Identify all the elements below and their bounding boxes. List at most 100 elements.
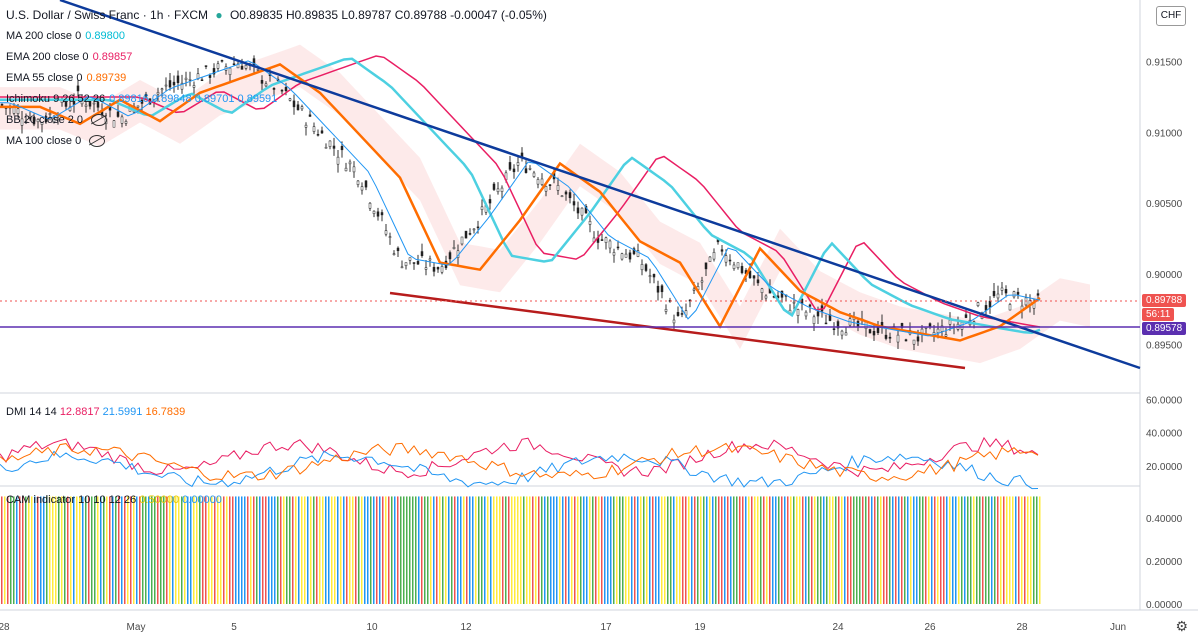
candle-body [136,105,140,108]
main-price-pane[interactable] [0,0,1141,370]
cam-bar [790,496,792,604]
hidden-eye-icon[interactable] [89,135,106,148]
indicator-row[interactable]: MA 100 close 0 [6,135,109,148]
cam-bar [940,496,942,604]
candle-body [992,291,996,297]
symbol-title[interactable]: U.S. Dollar / Swiss Franc · 1h · FXCM [6,8,209,22]
candle-body [492,183,496,190]
time-tick-label: 5 [231,622,237,633]
candle-body [728,259,732,262]
cam-pane[interactable] [1,496,1041,604]
cam-bar [58,496,60,604]
candle-body [612,252,616,256]
cam-bar [820,496,822,604]
candle-body [752,275,756,279]
cam-bar [79,496,81,604]
candle-body [12,107,16,114]
indicator-row[interactable]: EMA 200 close 0 0.89857 [6,51,136,63]
candle-body [64,101,68,107]
cam-bar [874,496,876,604]
currency-badge[interactable]: CHF [1156,6,1186,26]
cam-bar [787,496,789,604]
candle-body [836,321,840,329]
cam-bar [853,496,855,604]
candle-body [220,60,224,62]
cam-value-2: 0.00000 [182,494,222,506]
cam-bar [682,496,684,604]
candle-body [976,302,980,306]
cam-bar [757,496,759,604]
candle-body [216,63,220,69]
indicator-row[interactable]: EMA 55 close 0 0.89739 [6,72,130,84]
cam-bar [970,496,972,604]
cam-bar [97,496,99,604]
candle-body [124,121,128,124]
cam-bar [298,496,300,604]
cam-bar [238,496,240,604]
candle-body [884,334,888,339]
candle-body [732,264,736,269]
price-axis[interactable]: 0.91500 0.91000 0.90500 0.90000 0.89500 60.00… [1146,58,1183,611]
cam-bar [547,496,549,604]
dmi-pane[interactable] [0,436,1039,490]
settings-gear-icon[interactable]: ⚙ [1175,618,1188,634]
candle-body [352,166,356,173]
candle-body [56,117,60,120]
candle-body [724,255,728,263]
candle-body [452,246,456,249]
time-tick-label: 19 [694,622,706,633]
cam-bar [1033,496,1035,604]
indicator-row[interactable]: Ichimoku 9 26 52 26 0.89816 0.89848 0.897… [6,93,281,105]
cam-bar [199,496,201,604]
cam-bar [481,496,483,604]
candle-body [312,126,316,132]
cam-bar [283,496,285,604]
cam-bar [502,496,504,604]
cam-bar [598,496,600,604]
cam-bar [1036,496,1038,604]
cam-bar [691,496,693,604]
candle-body [348,161,352,165]
cam-bar [337,496,339,604]
candle-body [164,84,168,87]
candle-body [120,116,124,124]
indicator-label: EMA 55 close 0 [6,72,83,84]
cam-bar [523,496,525,604]
cam-bar [508,496,510,604]
candle-body [260,79,264,84]
cam-bar [880,496,882,604]
candle-body [328,140,332,147]
indicator-row[interactable]: BB 20 close 2 0 [6,114,111,127]
time-axis[interactable]: 28 May 5 10 12 17 19 24 26 28 Jun [0,622,1126,633]
candle-body [524,168,528,173]
candle-body [40,122,44,125]
cam-bar [67,496,69,604]
cam-bar [445,496,447,604]
indicator-row[interactable]: MA 200 close 0 0.89800 [6,30,129,42]
cam-bar [673,496,675,604]
cam-bar [715,496,717,604]
candle-body [648,275,652,278]
candle-body [916,336,920,342]
candle-body [656,285,660,293]
cam-bar [184,496,186,604]
candle-body [32,116,36,125]
cam-bar [421,496,423,604]
cam-bar [427,496,429,604]
candle-body [780,290,784,298]
candle-body [984,305,988,311]
candle-body [112,120,116,128]
candle-body [436,267,440,270]
cam-bar [187,496,189,604]
cam-bar [274,496,276,604]
hidden-eye-icon[interactable] [91,114,108,127]
cam-bar [349,496,351,604]
cam-bar [712,496,714,604]
cam-bar [811,496,813,604]
candle-body [372,210,376,214]
countdown-label: 56:11 [1142,308,1175,321]
cam-bar [430,496,432,604]
candle-body [632,248,636,255]
candle-body [356,180,360,185]
